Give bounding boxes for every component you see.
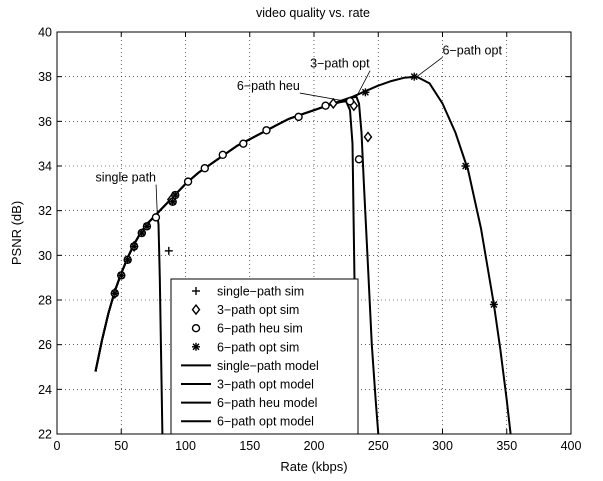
legend: single−path sim 3−path opt sim 6−path heu … [170,278,359,435]
y-tick-label: 40 [38,26,52,40]
circle-marker [183,177,193,186]
asterisk-marker [171,191,180,200]
asterisk-marker [123,255,132,264]
plus-marker [164,246,173,255]
x-tick-label: 250 [368,439,389,453]
legend-entry: 6−path heu model [181,396,317,410]
y-tick-label: 34 [38,160,52,174]
y-tick-label: 32 [38,204,52,218]
y-tick-label: 38 [38,70,52,84]
x-axis-label: Rate (kbps) [280,459,347,474]
y-tick-label: 26 [38,338,52,352]
legend-label: single−path model [217,359,319,373]
legend-label: single−path sim [217,285,304,299]
chart-title: video quality vs. rate [256,6,370,20]
annotation-label: single path [96,171,157,185]
asterisk-marker [117,271,126,280]
y-tick-label: 30 [38,249,52,263]
legend-label: 3−path opt model [217,378,314,392]
y-tick-label: 24 [38,383,52,397]
legend-label: 6−path heu sim [217,322,303,336]
legend-circle-icon [191,324,201,333]
y-axis-label: PSNR (dB) [9,201,24,265]
x-tick-label: 50 [114,439,128,453]
legend-entry: 3−path opt sim [191,303,299,317]
x-tick-label: 200 [304,439,325,453]
asterisk-marker [110,289,119,298]
circle-marker [218,150,227,160]
annotation-pointer [356,70,371,97]
legend-entry: single−path sim [192,285,304,299]
diamond-marker [328,97,338,110]
asterisk-marker [410,72,419,81]
diamond-marker [363,131,373,143]
legend-label: 3−path opt sim [217,303,299,317]
y-tick-label: 36 [38,115,52,129]
circle-marker [294,112,303,122]
circle-marker [345,97,355,106]
annotations: single path 3−path opt 6−path heu 6−path op… [96,43,503,213]
annotation-pointer [416,57,443,77]
legend-entry: single−path model [181,359,319,373]
x-tick-label: 150 [239,439,260,453]
series-markers [110,72,498,309]
legend-entry: 6−path heu sim [191,322,303,336]
legend-entry: 6−path opt model [181,415,314,429]
x-tick-label: 100 [175,439,196,453]
asterisk-marker [137,229,146,237]
legend-plus-icon [192,287,200,295]
legend-box [170,278,359,435]
x-tick-label: 400 [561,439,582,453]
circle-marker [151,213,161,222]
legend-entry: 6−path opt sim [192,340,299,354]
annotation-label: 6−path heu [237,79,300,93]
annotation-label: 3−path opt [310,57,370,71]
legend-diamond-icon [191,303,201,316]
asterisk-marker [489,300,498,309]
x-tick-label: 350 [496,439,517,453]
asterisk-marker [130,242,139,251]
y-tick-label: 22 [38,428,52,442]
circle-marker [200,164,209,173]
asterisk-marker [168,197,177,206]
x-tick-label: 0 [54,439,61,453]
asterisk-marker [361,88,370,97]
circle-marker [262,126,271,135]
annotation-pointer [155,184,158,213]
legend-asterisk-icon [192,342,200,351]
circle-marker [354,155,364,164]
x-tick-label: 300 [432,439,453,453]
circle-marker [239,139,248,148]
legend-label: 6−path heu model [217,396,317,410]
axis-ticks: 0 50 100 150 200 250 300 350 400 22 24 26 28 30 32 34 36… [38,26,581,454]
asterisk-marker [461,162,470,170]
legend-label: 6−path opt model [217,415,314,429]
legend-label: 6−path opt sim [217,340,299,354]
y-tick-label: 28 [38,294,52,308]
model-line [94,75,512,435]
circle-marker [321,101,330,110]
legend-entry: 3−path opt model [181,378,314,392]
asterisk-marker [142,222,151,231]
annotation-label: 6−path opt [443,43,503,57]
annotation-pointer [299,92,347,102]
